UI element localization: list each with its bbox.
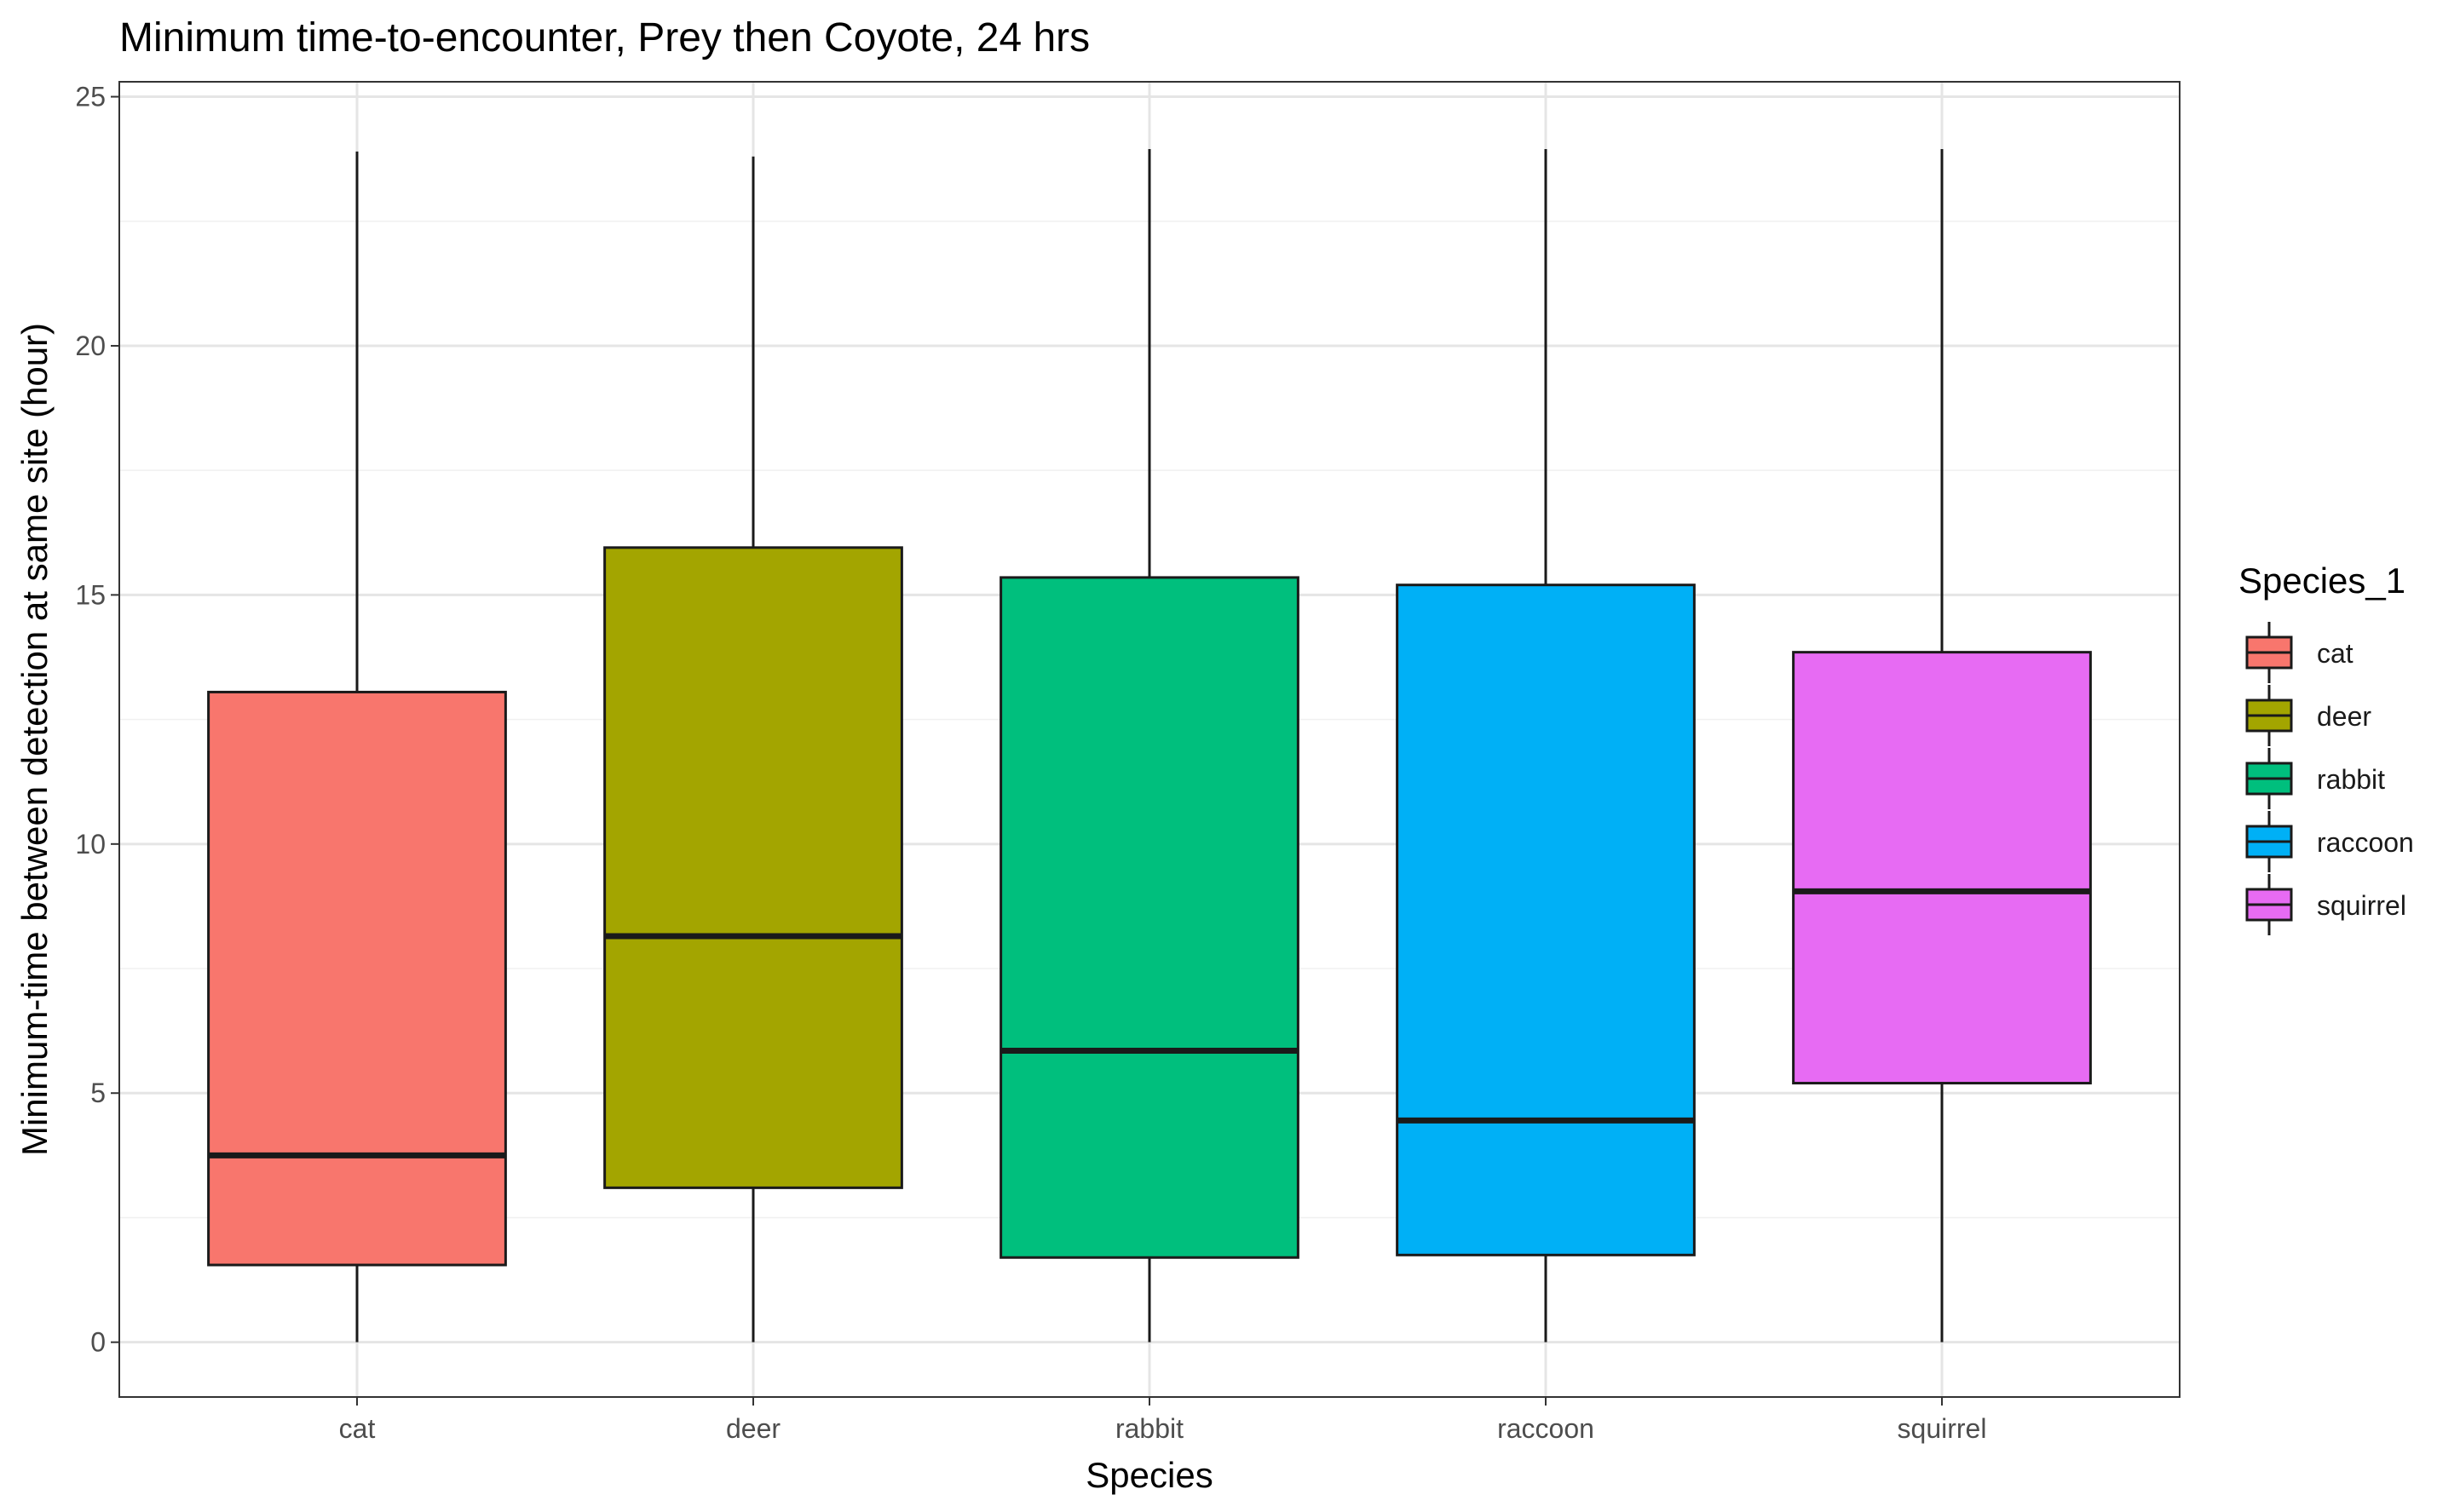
y-axis-title: Minimum-time between detection at same s… <box>14 323 55 1156</box>
x-tick-label: raccoon <box>1497 1413 1594 1444</box>
box-body <box>1396 584 1696 1256</box>
box-squirrel <box>1792 148 2092 1342</box>
chart-title: Minimum time-to-encounter, Prey then Coy… <box>119 15 1090 60</box>
box-body <box>207 690 507 1267</box>
legend-key-squirrel: squirrel <box>2245 874 2406 935</box>
legend-key-rabbit: rabbit <box>2245 748 2385 809</box>
x-tick-label: rabbit <box>1115 1413 1184 1444</box>
y-tick-label: 25 <box>75 82 106 112</box>
box-body <box>1792 651 2092 1085</box>
y-tick-label: 20 <box>75 331 106 361</box>
y-tick-label: 10 <box>75 829 106 859</box>
legend-key-deer: deer <box>2245 685 2371 746</box>
y-tick-label: 0 <box>90 1327 106 1358</box>
box-rabbit <box>1000 148 1299 1342</box>
x-tick-label: deer <box>726 1413 781 1444</box>
x-axis-title: Species <box>1086 1455 1213 1495</box>
y-axis-ticks: 0 5 10 15 20 25 <box>75 82 119 1358</box>
box-body <box>603 546 903 1189</box>
y-tick-label: 15 <box>75 579 106 610</box>
legend-label: squirrel <box>2317 890 2406 921</box>
x-tick-label: cat <box>339 1413 376 1444</box>
legend: Species_1 cat deer rabbit raccoon squirrel <box>2238 561 2414 935</box>
y-tick-label: 5 <box>90 1078 106 1108</box>
box-body <box>1000 576 1299 1259</box>
legend-label: deer <box>2317 701 2371 732</box>
legend-label: cat <box>2317 638 2353 669</box>
legend-keys: cat deer rabbit raccoon squirrel <box>2245 622 2414 935</box>
legend-key-raccoon: raccoon <box>2245 811 2414 872</box>
legend-label: rabbit <box>2317 764 2385 795</box>
boxes <box>207 148 2092 1342</box>
box-deer <box>603 156 903 1342</box>
legend-key-cat: cat <box>2245 622 2353 683</box>
legend-label: raccoon <box>2317 827 2414 858</box>
x-axis-ticks: cat deer rabbit raccoon squirrel <box>339 1397 1987 1444</box>
x-tick-label: squirrel <box>1898 1413 1987 1444</box>
box-cat <box>207 151 507 1342</box>
box-raccoon <box>1396 148 1696 1342</box>
legend-title: Species_1 <box>2238 561 2405 601</box>
